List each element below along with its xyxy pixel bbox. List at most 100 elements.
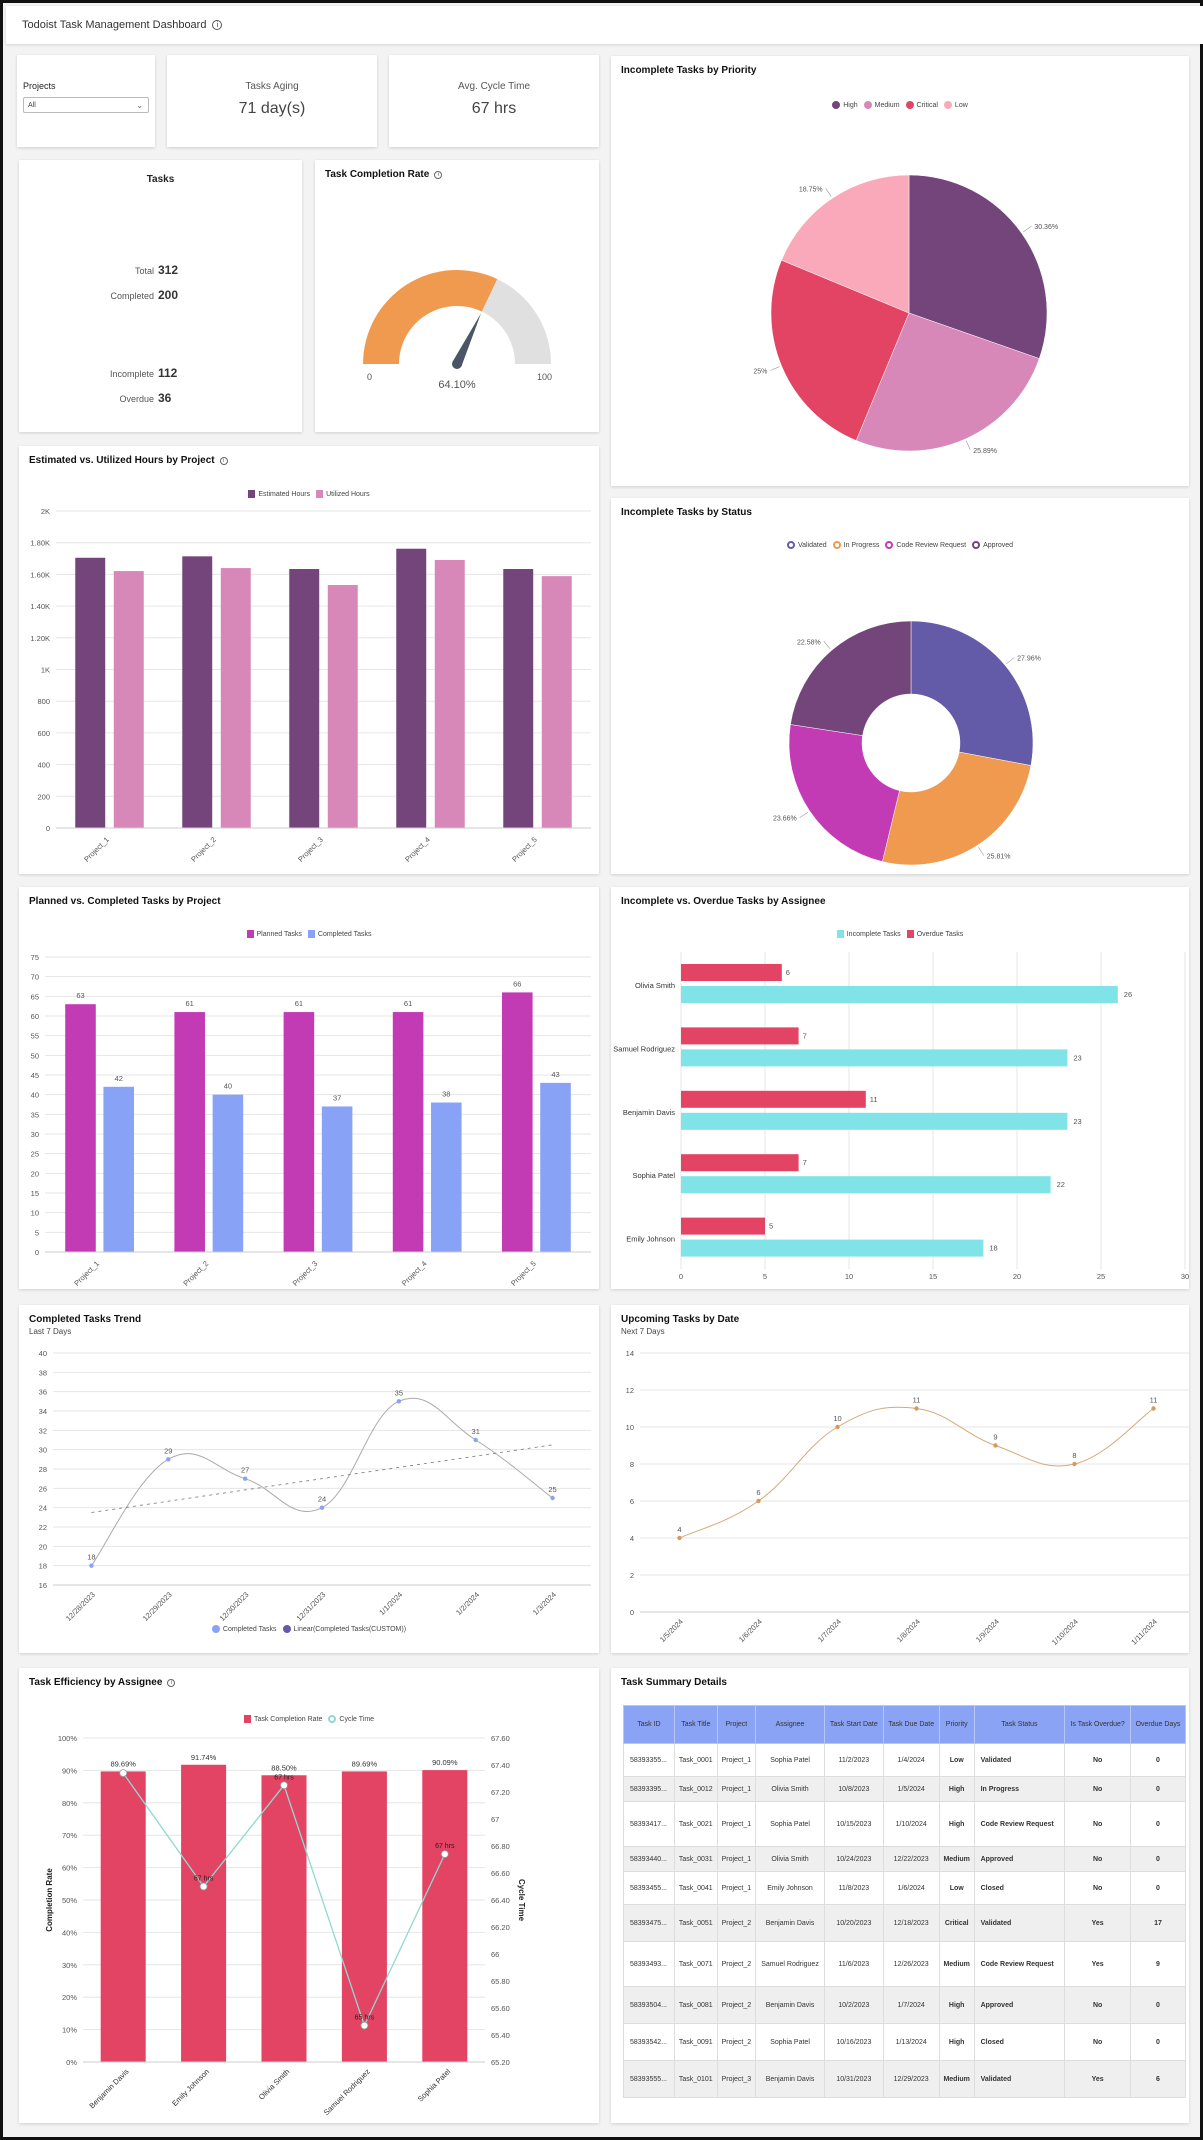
table-cell-assignee: Sophia Patel — [754, 2023, 826, 2061]
y-tick-label: 10 — [626, 1423, 634, 1432]
x-tick-label: Project_5 — [509, 1259, 538, 1288]
column-header[interactable]: Is Task Overdue? — [1064, 1705, 1131, 1744]
info-icon[interactable]: i — [434, 170, 443, 179]
assignee-hbar-title: Incomplete vs. Overdue Tasks by Assignee — [621, 896, 826, 907]
bar-data-label: 37 — [333, 1093, 341, 1102]
info-icon[interactable]: i — [167, 1678, 176, 1687]
table-cell-task-status: Approved — [973, 1846, 1066, 1872]
legend-item[interactable]: Critical — [905, 101, 938, 109]
legend-swatch-icon — [832, 101, 841, 109]
data-point — [473, 1437, 478, 1443]
dashboard-title: Todoist Task Management Dashboard — [22, 19, 207, 31]
bar-planned-tasks — [283, 1012, 315, 1252]
legend-item[interactable]: Medium — [863, 101, 900, 109]
completion-rate-title: Task Completion Rate i — [325, 169, 443, 180]
gauge-min-label: 0 — [367, 372, 372, 382]
column-header[interactable]: Task ID — [623, 1705, 675, 1744]
table-row[interactable]: 58393555... Task_0101 Project_3 Benjamin Da… — [623, 2060, 1187, 2098]
table-cell-task-title: Task_0071 — [673, 1941, 718, 1987]
y-tick-label: 2 — [630, 1571, 634, 1580]
bar-data-label: 66 — [513, 979, 521, 988]
legend-item[interactable]: High — [832, 101, 858, 109]
column-header[interactable]: Assignee — [754, 1705, 826, 1744]
legend-label: Approved — [983, 541, 1014, 549]
y-tick-label: 1.20K — [30, 634, 50, 643]
table-cell-task-title: Task_0021 — [673, 1801, 718, 1847]
table-row[interactable]: 58393395... Task_0012 Project_1 Olivia Smit… — [623, 1776, 1187, 1802]
column-header[interactable]: Task Start Date — [824, 1705, 884, 1744]
x-tick-label: 12/29/2023 — [141, 1590, 174, 1623]
pie-slice-low — [781, 174, 910, 314]
cycle-time-point — [199, 1882, 208, 1891]
pie-data-label: 30.36% — [1034, 224, 1058, 231]
table-cell-priority: Medium — [938, 2060, 975, 2098]
bar-task-completion-rate — [341, 1771, 387, 2062]
column-header[interactable]: Project — [716, 1705, 756, 1744]
table-row[interactable]: 58393455... Task_0041 Project_1 Emily Johns… — [623, 1871, 1187, 1905]
efficiency-title: Task Efficiency by Assignee i — [29, 1677, 176, 1688]
table-cell-task-due-date: 12/29/2023 — [882, 2060, 940, 2098]
bar-estimated-hours — [289, 569, 320, 828]
table-row[interactable]: 58393417... Task_0021 Project_1 Sophia Pate… — [623, 1801, 1187, 1847]
column-header[interactable]: Task Title — [673, 1705, 718, 1744]
info-icon[interactable]: i — [219, 456, 228, 465]
table-row[interactable]: 58393440... Task_0031 Project_1 Olivia Smit… — [623, 1846, 1187, 1872]
legend-item[interactable]: Estimated Hours — [248, 490, 310, 498]
tasks-total-label: Total — [134, 266, 154, 276]
legend-item[interactable]: Completed Tasks — [211, 1625, 277, 1633]
info-icon[interactable]: i — [212, 20, 223, 30]
table-cell-overdue-days: 0 — [1129, 1801, 1187, 1847]
y-axis-title: Completion Rate — [45, 1868, 54, 1932]
legend-item[interactable]: Validated — [786, 541, 827, 549]
table-row[interactable]: 58393504... Task_0081 Project_2 Benjamin Da… — [623, 1986, 1187, 2024]
table-row[interactable]: 58393493... Task_0071 Project_2 Samuel Rodr… — [623, 1941, 1187, 1987]
legend-item[interactable]: In Progress — [832, 541, 879, 549]
y-tick-label: 5 — [35, 1228, 39, 1237]
projects-dropdown[interactable]: All ⌄ — [23, 97, 149, 113]
legend-item[interactable]: Code Review Request — [885, 541, 966, 549]
bar-planned-tasks — [174, 1012, 205, 1252]
y-tick-label: 34 — [39, 1407, 47, 1416]
table-cell-task-start-date: 10/24/2023 — [824, 1846, 884, 1872]
legend-item[interactable]: Low — [943, 101, 968, 109]
y-tick-label: 30% — [62, 1961, 77, 1970]
legend-item[interactable]: Task Completion Rate — [243, 1715, 322, 1723]
table-cell-task-id: 58393355... — [623, 1743, 675, 1777]
legend-swatch-icon — [885, 541, 894, 549]
table-cell-is-task-overdue: No — [1064, 1801, 1131, 1847]
legend-item[interactable]: Completed Tasks — [307, 930, 371, 938]
table-row[interactable]: 58393475... Task_0051 Project_2 Benjamin Da… — [623, 1904, 1187, 1942]
legend-item[interactable]: Incomplete Tasks — [836, 930, 901, 938]
table-cell-task-start-date: 10/20/2023 — [824, 1904, 884, 1942]
table-row[interactable]: 58393542... Task_0091 Project_2 Sophia Pate… — [623, 2023, 1187, 2061]
table-cell-assignee: Benjamin Davis — [754, 1904, 826, 1942]
legend-item[interactable]: Linear(Completed Tasks(CUSTOM)) — [282, 1625, 406, 1633]
column-header[interactable]: Priority — [938, 1705, 975, 1744]
y-tick-label: 32 — [39, 1426, 47, 1435]
bar-data-label: 7 — [803, 1031, 807, 1040]
bar-overdue-tasks — [681, 1154, 799, 1172]
x-tick-label: Samuel Rodriguez — [322, 2067, 372, 2117]
avg-cycle-time-value: 67 hrs — [471, 100, 517, 117]
table-row[interactable]: 58393355... Task_0001 Project_1 Sophia Pate… — [623, 1743, 1187, 1777]
legend-item[interactable]: Overdue Tasks — [906, 930, 963, 938]
legend-item[interactable]: Utilized Hours — [316, 490, 370, 498]
status-legend: Validated In Progress Code Review Request A… — [611, 541, 1189, 549]
x-tick-label: Project_1 — [72, 1259, 101, 1288]
pie-label-connector — [1006, 657, 1015, 665]
column-header[interactable]: Task Status — [973, 1705, 1066, 1744]
bar-data-label: 26 — [1124, 990, 1132, 999]
bar-overdue-tasks — [681, 1090, 866, 1108]
bar-data-label: 88.50% — [271, 1763, 297, 1772]
column-header[interactable]: Overdue Days — [1129, 1705, 1187, 1744]
legend-item[interactable]: Cycle Time — [328, 1715, 374, 1723]
table-cell-project: Project_2 — [716, 1941, 756, 1987]
table-cell-task-title: Task_0031 — [673, 1846, 718, 1872]
column-header[interactable]: Task Due Date — [882, 1705, 940, 1744]
legend-item[interactable]: Approved — [972, 541, 1013, 549]
bar-utilized-hours — [434, 559, 465, 828]
table-cell-task-start-date: 10/2/2023 — [824, 1986, 884, 2024]
legend-label: Low — [954, 101, 968, 109]
y-tick-label: 800 — [37, 697, 50, 706]
legend-item[interactable]: Planned Tasks — [246, 930, 302, 938]
